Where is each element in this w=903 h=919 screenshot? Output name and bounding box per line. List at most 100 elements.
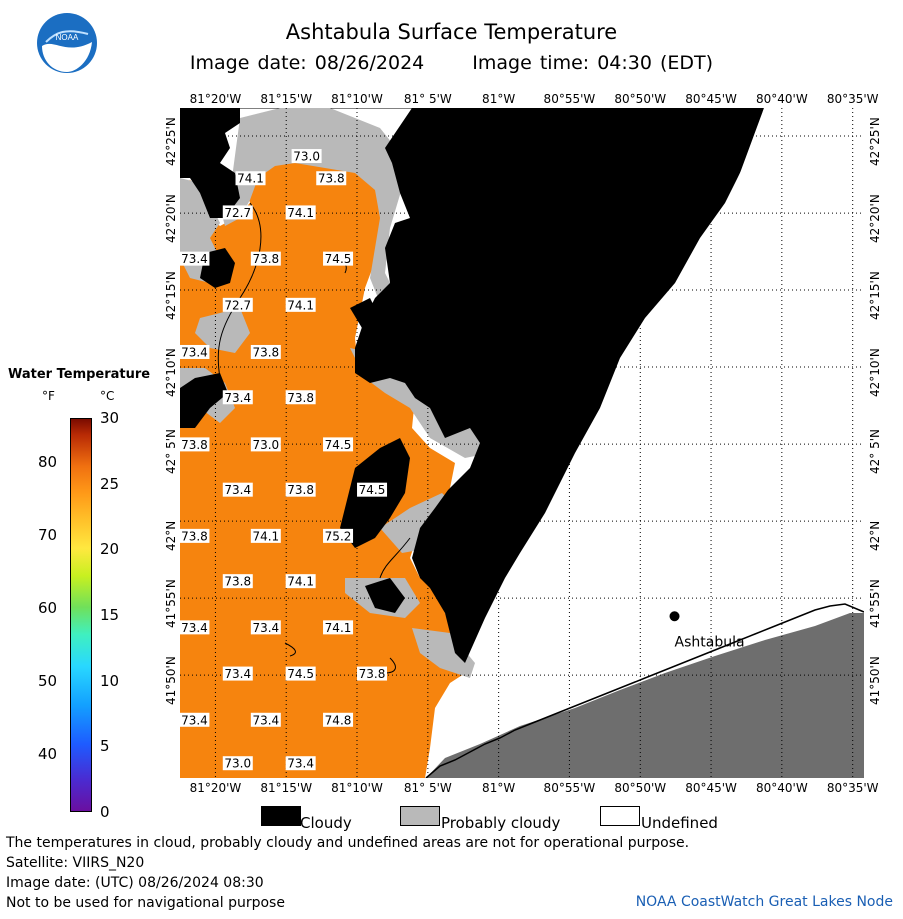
svg-text:73.8: 73.8 xyxy=(181,529,208,543)
svg-text:75.2: 75.2 xyxy=(325,529,352,543)
longitude-tick-bottom: 80°40'W xyxy=(755,781,808,795)
latitude-tick-right: 42°25'N xyxy=(868,117,882,166)
svg-text:73.8: 73.8 xyxy=(287,483,314,497)
svg-text:73.8: 73.8 xyxy=(181,438,208,452)
longitude-tick-top: 81° 5'W xyxy=(403,92,452,106)
temperature-label: 73.4 xyxy=(180,620,210,635)
temperature-label: 75.2 xyxy=(323,528,354,543)
longitude-tick-top: 81°W xyxy=(482,92,516,106)
latitude-tick-right: 42° 5'N xyxy=(868,429,882,475)
temperature-label: 73.4 xyxy=(222,482,253,497)
temperature-label: 73.4 xyxy=(222,390,253,405)
longitude-tick-top: 81°15'W xyxy=(260,92,313,106)
svg-text:74.5: 74.5 xyxy=(287,667,314,681)
svg-text:73.8: 73.8 xyxy=(359,667,386,681)
longitude-tick-bottom: 80°55'W xyxy=(543,781,596,795)
longitude-tick-top: 80°35'W xyxy=(826,92,879,106)
fahrenheit-tick: 70 xyxy=(38,525,58,544)
temperature-label: 74.1 xyxy=(235,171,266,186)
city-label: Ashtabula xyxy=(675,634,745,650)
svg-text:74.8: 74.8 xyxy=(325,713,352,727)
svg-text:73.4: 73.4 xyxy=(181,621,208,635)
svg-text:73.4: 73.4 xyxy=(252,713,279,727)
svg-text:73.0: 73.0 xyxy=(252,438,279,452)
longitude-tick-top: 81°10'W xyxy=(331,92,383,106)
fahrenheit-tick: 80 xyxy=(38,452,58,471)
map-title: Ashtabula Surface Temperature xyxy=(285,20,618,44)
latitude-tick-left: 42°10'N xyxy=(164,348,178,398)
cloudy-swatch xyxy=(261,806,301,826)
image-time: Image time: 04:30 (EDT) xyxy=(472,52,714,74)
temperature-label: 73.4 xyxy=(180,344,210,359)
temperature-colorbar xyxy=(70,418,92,812)
probably-cloudy-label: Probably cloudy xyxy=(441,814,561,832)
temperature-label: 74.8 xyxy=(323,712,354,727)
svg-text:NOAA: NOAA xyxy=(56,33,79,42)
fahrenheit-tick: 60 xyxy=(38,598,58,617)
probably-cloudy-region xyxy=(220,108,405,303)
temperature-label: 73.4 xyxy=(250,620,281,635)
svg-text:74.1: 74.1 xyxy=(287,575,314,589)
temperature-label: 74.1 xyxy=(323,620,354,635)
satellite-text: Satellite: VIIRS_N20 xyxy=(6,855,145,871)
svg-text:74.5: 74.5 xyxy=(325,438,352,452)
svg-text:74.1: 74.1 xyxy=(287,206,314,220)
celsius-tick: 25 xyxy=(100,474,120,493)
celsius-tick: 20 xyxy=(100,540,120,559)
latitude-tick-left: 42° 5'N xyxy=(164,429,178,475)
cloud-region xyxy=(180,108,240,218)
temperature-label: 73.8 xyxy=(285,482,316,497)
navigation-warning: Not to be used for navigational purpose xyxy=(6,895,285,911)
svg-text:74.5: 74.5 xyxy=(325,252,352,266)
city-marker xyxy=(669,611,680,622)
disclaimer-text: The temperatures in cloud, probably clou… xyxy=(6,835,690,851)
svg-text:74.5: 74.5 xyxy=(359,483,386,497)
longitude-tick-top: 81°20'W xyxy=(189,92,242,106)
fahrenheit-tick: 50 xyxy=(38,671,58,690)
image-date: Image date: 08/26/2024 xyxy=(189,52,425,74)
temperature-label: 73.0 xyxy=(250,437,281,452)
celsius-tick: 5 xyxy=(100,737,110,756)
svg-text:73.8: 73.8 xyxy=(252,345,279,359)
temperature-label: 73.8 xyxy=(316,171,347,186)
longitude-tick-top: 80°40'W xyxy=(755,92,808,106)
longitude-tick-bottom: 81°15'W xyxy=(260,781,313,795)
latitude-tick-right: 42°N xyxy=(868,520,882,552)
svg-text:72.7: 72.7 xyxy=(224,298,251,312)
svg-text:73.8: 73.8 xyxy=(252,252,279,266)
svg-text:73.8: 73.8 xyxy=(224,575,251,589)
latitude-tick-right: 42°10'N xyxy=(868,348,882,398)
noaa-logo: NOAA xyxy=(37,13,97,73)
svg-text:74.1: 74.1 xyxy=(287,298,314,312)
longitude-tick-top: 80°55'W xyxy=(543,92,596,106)
longitude-tick-bottom: 80°35'W xyxy=(826,781,879,795)
fahrenheit-tick: 40 xyxy=(38,744,58,763)
temperature-label: 73.8 xyxy=(285,390,316,405)
utc-date-text: Image date: (UTC) 08/26/2024 08:30 xyxy=(6,875,264,891)
svg-text:73.4: 73.4 xyxy=(181,713,208,727)
longitude-tick-bottom: 81°10'W xyxy=(331,781,383,795)
undefined-swatch xyxy=(600,806,640,826)
svg-text:73.8: 73.8 xyxy=(287,391,314,405)
celsius-tick: 10 xyxy=(100,671,120,690)
celsius-tick: 0 xyxy=(100,803,110,821)
svg-text:73.0: 73.0 xyxy=(224,757,251,771)
longitude-tick-bottom: 81°20'W xyxy=(189,781,242,795)
temperature-label: 73.4 xyxy=(180,251,210,266)
temperature-label: 73.8 xyxy=(357,666,388,681)
temperature-label: 74.1 xyxy=(285,574,316,589)
latitude-tick-left: 41°50'N xyxy=(164,656,178,706)
svg-text:74.1: 74.1 xyxy=(325,621,352,635)
latitude-tick-right: 42°20'N xyxy=(868,194,882,244)
undefined-label: Undefined xyxy=(641,814,718,832)
temperature-label: 73.0 xyxy=(222,756,253,771)
svg-text:73.4: 73.4 xyxy=(252,621,279,635)
svg-text:72.7: 72.7 xyxy=(224,206,251,220)
probably-cloudy-swatch xyxy=(400,806,440,826)
celsius-tick: 30 xyxy=(100,409,120,427)
longitude-tick-bottom: 80°45'W xyxy=(685,781,737,795)
temperature-label: 74.1 xyxy=(285,297,316,312)
svg-text:73.8: 73.8 xyxy=(318,172,345,186)
temperature-label: 74.5 xyxy=(323,251,354,266)
temperature-label: 73.8 xyxy=(222,574,253,589)
